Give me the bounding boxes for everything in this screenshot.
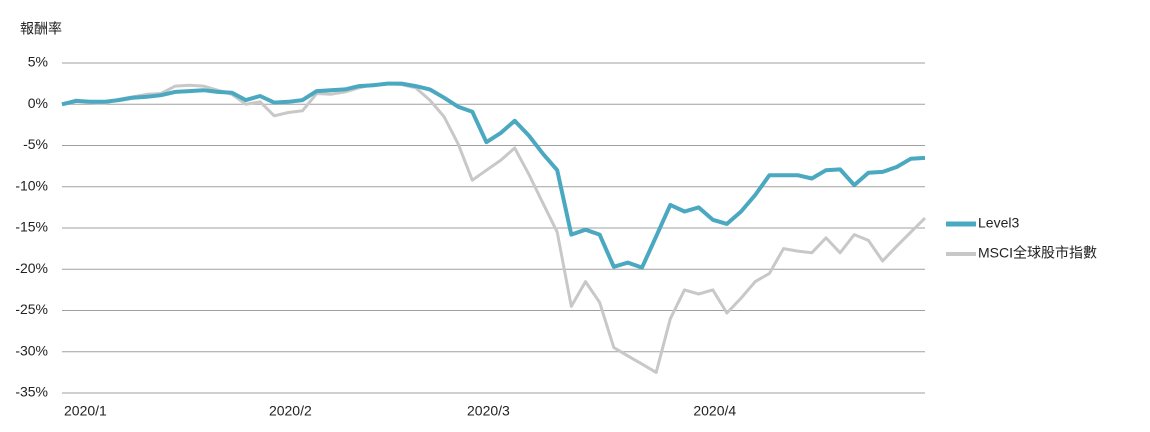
y-tick-label: -35% [15,384,48,400]
y-tick-label: 0% [28,95,48,111]
y-tick-label: -10% [15,177,48,193]
x-tick-label: 2020/4 [693,403,736,419]
x-tick-label: 2020/2 [269,403,312,419]
x-tick-label: 2020/3 [467,403,510,419]
y-tick-label: 5% [28,54,48,70]
y-tick-label: -30% [15,342,48,358]
legend-label: Level3 [978,215,1019,231]
x-tick-label: 2020/1 [64,403,107,419]
y-axis-title: 報酬率 [20,21,62,37]
legend-label: MSCI全球股市指數 [978,245,1097,261]
y-tick-label: -15% [15,219,48,235]
y-tick-label: -20% [15,260,48,276]
y-tick-label: -25% [15,301,48,317]
series-line [61,82,927,374]
y-tick-label: -5% [23,136,48,152]
series-line [61,81,926,270]
